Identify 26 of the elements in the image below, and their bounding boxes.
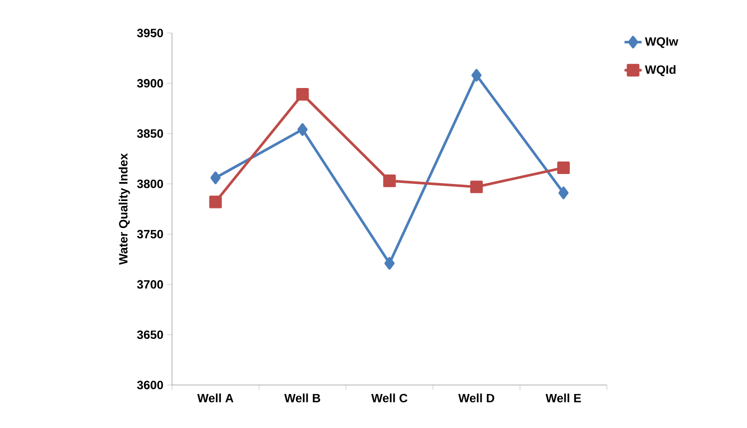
legend-label: WQIw bbox=[644, 37, 678, 48]
y-axis-title: Water Quality Index bbox=[118, 153, 130, 265]
y-tick-label: 3900 bbox=[137, 79, 163, 88]
x-tick-label: Well C bbox=[371, 394, 408, 402]
point bbox=[384, 257, 395, 270]
y-tick-label: 3850 bbox=[137, 129, 163, 138]
legend-label: WQId bbox=[644, 65, 676, 76]
y-tick-label: 3600 bbox=[137, 380, 163, 390]
point bbox=[471, 68, 482, 82]
point bbox=[296, 88, 309, 101]
x-tick-label: Well B bbox=[284, 394, 320, 402]
point bbox=[383, 174, 396, 188]
y-tick-label: 3750 bbox=[137, 230, 163, 238]
point bbox=[470, 180, 483, 194]
point bbox=[297, 123, 308, 136]
x-tick-label: Well E bbox=[546, 394, 581, 402]
x-tick-label: Well D bbox=[458, 394, 494, 402]
point bbox=[558, 186, 569, 200]
y-tick-label: 3650 bbox=[137, 330, 163, 339]
point bbox=[209, 196, 222, 208]
x-tick-label: Well A bbox=[197, 394, 234, 402]
y-tick-label: 3950 bbox=[137, 28, 163, 38]
point bbox=[210, 172, 221, 184]
y-tick-label: 3700 bbox=[137, 280, 163, 289]
point bbox=[557, 161, 570, 174]
y-tick-label: 3800 bbox=[137, 180, 163, 188]
